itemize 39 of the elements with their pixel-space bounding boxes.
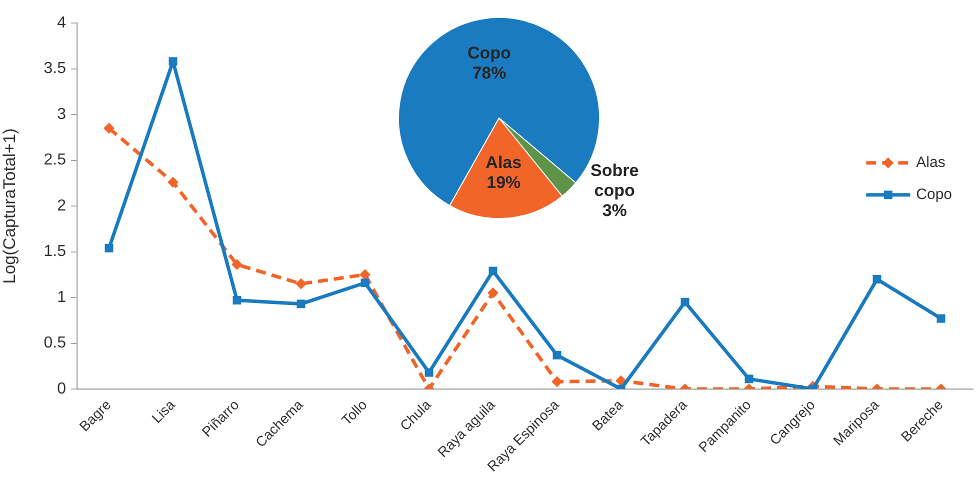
data-label: 3% — [602, 200, 627, 220]
y-tick-label: 4 — [57, 14, 66, 32]
point — [296, 300, 306, 308]
point — [168, 57, 178, 66]
y-tick-label: 3 — [57, 106, 66, 123]
point — [488, 287, 498, 298]
y-tick-label: 2 — [57, 197, 66, 214]
y-tick-label: 3.5 — [44, 60, 66, 78]
point — [296, 278, 306, 290]
y-axis-title: Log(CapturaTotal+1) — [0, 128, 19, 284]
point — [360, 269, 370, 280]
y-tick-label: 1 — [57, 288, 66, 306]
point — [872, 274, 882, 284]
x-tick-label: Lisa — [148, 396, 178, 426]
x-tick-label: Tollo — [338, 396, 370, 428]
point — [488, 266, 498, 276]
point — [168, 176, 178, 188]
point — [232, 259, 242, 270]
slice-label: Alas — [486, 152, 522, 172]
point — [744, 374, 754, 384]
slice-label: Sobre copo — [590, 160, 639, 200]
legend-label: Alas — [916, 154, 946, 172]
y-tick-label: 1.5 — [44, 243, 66, 260]
y-tick-label: 2.5 — [44, 152, 66, 169]
y-tick-label: 0 — [57, 380, 66, 398]
data-label: 78% — [472, 63, 506, 82]
point — [104, 244, 114, 252]
point — [232, 296, 242, 304]
data-label: 19% — [486, 172, 521, 192]
point — [104, 122, 114, 134]
slice-label: Copo — [467, 43, 511, 62]
point — [680, 298, 690, 306]
legend-label: Copo — [916, 186, 952, 204]
point — [552, 376, 562, 388]
y-tick-label: 0.5 — [44, 334, 66, 352]
point — [552, 350, 562, 360]
point — [936, 314, 946, 323]
point — [360, 278, 370, 288]
point — [424, 368, 434, 377]
